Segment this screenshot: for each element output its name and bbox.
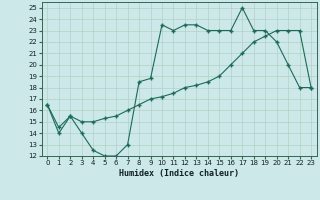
X-axis label: Humidex (Indice chaleur): Humidex (Indice chaleur) [119, 169, 239, 178]
